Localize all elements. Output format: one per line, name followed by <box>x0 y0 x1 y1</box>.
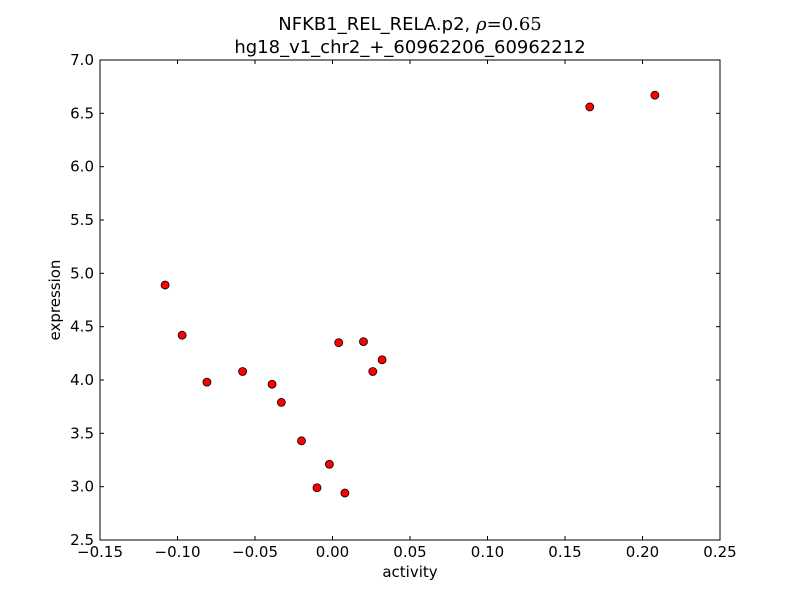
y-tick-label: 2.5 <box>70 531 94 549</box>
data-point <box>312 483 322 493</box>
title-rho-value: =0.65 <box>487 14 542 35</box>
y-tick-label: 3.0 <box>70 478 94 496</box>
data-point <box>359 337 368 347</box>
chart-title-line2: hg18_v1_chr2_+_60962206_60962212 <box>234 37 585 58</box>
data-point <box>585 102 595 112</box>
y-tick-label: 4.5 <box>70 318 94 336</box>
data-points <box>160 90 660 498</box>
y-tick-label: 6.5 <box>70 104 94 122</box>
chart-title-line1: NFKB1_REL_RELA.p2, ρ=0.65 <box>278 14 541 35</box>
data-point <box>267 379 277 389</box>
y-tick-label: 7.0 <box>70 51 94 69</box>
data-point <box>368 367 378 376</box>
plot-area-frame <box>99 59 721 541</box>
data-point <box>324 459 334 469</box>
x-tick-label: 0.10 <box>471 543 504 561</box>
data-point <box>377 355 387 365</box>
y-axis-label: expression <box>46 260 64 341</box>
x-tick-label: −0.10 <box>155 543 201 561</box>
data-point <box>276 397 286 407</box>
title-prefix: NFKB1_REL_RELA.p2, <box>278 14 476 35</box>
y-tick-label: 3.5 <box>70 424 94 442</box>
y-tick-label: 5.0 <box>70 264 94 282</box>
x-axis-label: activity <box>382 563 437 581</box>
data-point <box>334 338 344 348</box>
y-tick-label: 5.5 <box>70 211 94 229</box>
axis-tick-labels: −0.15 −0.10 −0.05 0.00 0.05 0.10 0.15 0.20 0.25 2… <box>70 51 737 561</box>
title-rho-symbol: ρ <box>475 14 487 35</box>
data-point <box>297 436 306 446</box>
x-tick-label: 0.20 <box>626 543 659 561</box>
x-tick-label: 0.25 <box>703 543 736 561</box>
axis-ticks <box>99 59 721 541</box>
x-tick-label: −0.05 <box>232 543 278 561</box>
x-tick-label: 0.15 <box>548 543 581 561</box>
data-point <box>650 90 660 100</box>
data-point <box>340 488 350 498</box>
y-tick-label: 4.0 <box>70 371 94 389</box>
data-point <box>238 367 248 376</box>
data-point <box>160 280 170 290</box>
data-point <box>177 330 187 340</box>
x-tick-label: 0.05 <box>393 543 426 561</box>
x-tick-label: −0.15 <box>77 543 123 561</box>
x-tick-label: 0.00 <box>316 543 349 561</box>
y-tick-label: 6.0 <box>70 158 94 176</box>
data-point <box>202 377 212 387</box>
